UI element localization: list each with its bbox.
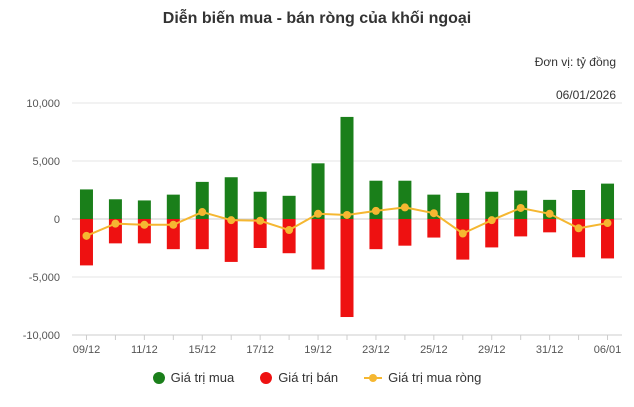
net-point [198,208,207,217]
unit-label: Đơn vị: tỷ đồng [534,55,616,69]
net-point [487,216,496,225]
net-point [343,210,351,219]
net-point [400,203,409,212]
sell-bar [427,219,441,238]
sell-bar [253,219,267,248]
sell-bar [195,219,209,250]
buy-bar [485,191,499,219]
net-point [516,203,525,212]
y-tick-label: 0 [54,214,60,226]
x-tick-label: 17/12 [246,344,274,356]
buy-bar [282,195,296,219]
sell-bar [456,219,470,260]
legend-sell-label: Giá trị bán [278,370,339,385]
legend-item-sell[interactable]: Giá trị bán [260,370,338,385]
y-tick-label: 5,000 [32,156,60,168]
date-label: 06/01/2026 [555,88,616,102]
sell-bar [369,219,383,250]
net-point [227,216,236,225]
net-point [256,216,265,225]
legend-net-label: Giá trị mua ròng [388,370,482,385]
buy-bar [340,116,354,219]
x-tick-label: 06/01 [594,344,622,356]
net-point [603,219,612,228]
legend-sell-marker [260,371,273,384]
net-point [169,220,178,229]
buy-bar [166,194,180,219]
net-point [140,220,149,229]
legend-net-marker [364,372,383,384]
legend-item-net[interactable]: Giá trị mua ròng [364,370,481,385]
buy-bar [398,180,412,219]
legend-item-buy[interactable]: Giá trị mua [152,370,235,385]
sell-bar [224,219,238,262]
x-tick-label: 29/12 [478,344,506,356]
sell-bar [282,219,296,254]
y-tick-label: -10,000 [23,330,60,342]
sell-bar [514,219,528,237]
net-point [429,209,438,218]
x-tick-label: 15/12 [188,344,216,356]
buy-bar [224,177,238,219]
y-tick-label: 10,000 [26,98,60,110]
chart-legend: Giá trị mua Giá trị bán Giá trị mua ròng [0,370,634,385]
sell-bar [311,219,325,270]
buy-bar [311,163,325,219]
sell-bar [601,219,615,259]
net-point [82,231,91,240]
legend-buy-label: Giá trị mua [170,370,235,385]
net-point [111,219,120,228]
x-tick-label: 11/12 [131,344,158,356]
net-point [458,229,467,238]
buy-bar [601,183,615,219]
sell-bar [340,219,354,318]
buy-bar [79,189,93,219]
sell-bar [485,219,499,248]
net-point [285,226,294,235]
buy-bar [253,191,267,219]
buy-bar [572,190,586,219]
y-tick-label: -5,000 [29,272,60,284]
legend-buy-marker [152,371,165,384]
chart-title: Diễn biến mua - bán ròng của khối ngoại [162,10,472,27]
net-point [371,206,380,215]
x-tick-label: 31/12 [536,344,564,356]
buy-bar [137,200,151,219]
net-point [545,209,554,218]
x-tick-label: 19/12 [304,344,332,356]
net-point [314,209,323,218]
sell-bar [79,219,93,266]
x-tick-label: 09/12 [73,344,101,356]
x-tick-label: 23/12 [362,344,390,356]
sell-bar [543,219,557,233]
buy-bar [108,199,122,219]
x-tick-label: 25/12 [420,344,448,356]
sell-bar [398,219,412,246]
net-point [574,224,583,233]
buy-bar [456,192,470,219]
